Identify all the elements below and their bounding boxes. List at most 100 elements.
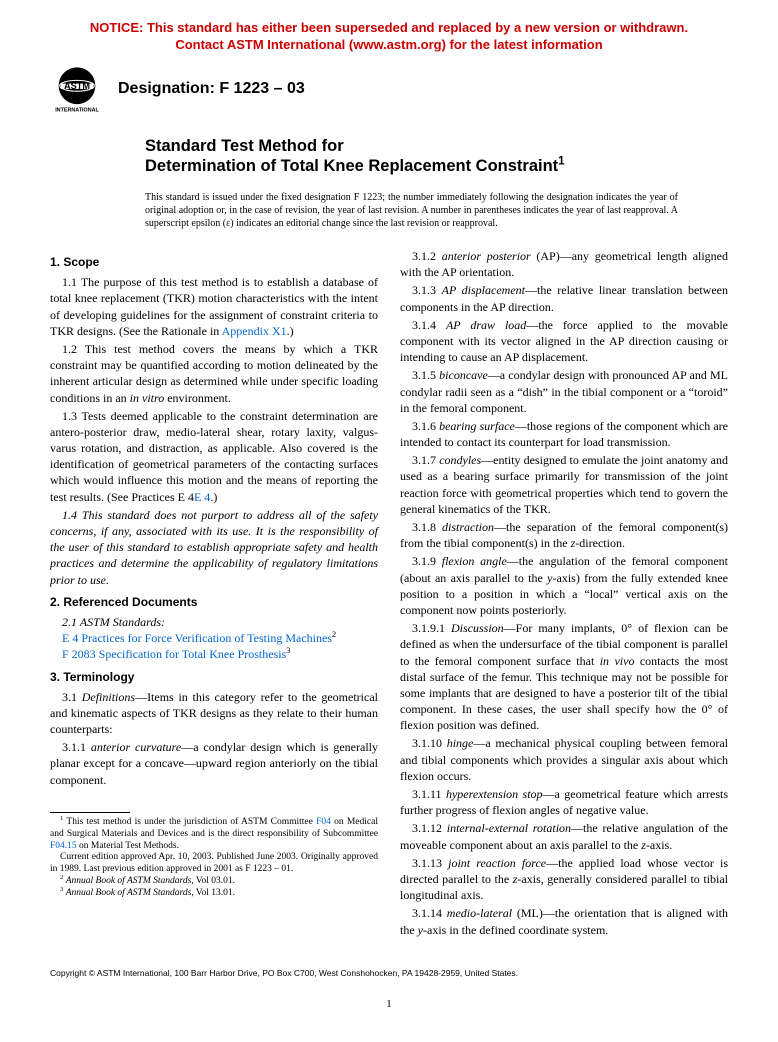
italic: hyperextension stop — [446, 787, 543, 801]
title-sup: 1 — [558, 156, 564, 168]
text: -direction. — [575, 536, 625, 550]
para-1-3: 1.3 Tests deemed applicable to the const… — [50, 408, 378, 505]
text: 3.1.1 — [62, 740, 91, 754]
scope-heading: 1. Scope — [50, 254, 378, 270]
italic: internal-external rotation — [447, 821, 571, 835]
para-1-2: 1.2 This test method covers the means by… — [50, 341, 378, 406]
refs-sub: 2.1 ASTM Standards: — [50, 614, 378, 630]
para-3-1-1: 3.1.1 anterior curvature—a condylar desi… — [50, 739, 378, 788]
text: 3.1.4 — [412, 318, 446, 332]
link-f04[interactable]: F04 — [316, 817, 331, 827]
italic: Definitions — [82, 690, 135, 704]
para-3-1-9: 3.1.9 flexion angle—the angulation of th… — [400, 553, 728, 618]
ref-e4[interactable]: E 4 Practices for Force Verification of … — [62, 630, 378, 646]
para-3-1-12: 3.1.12 internal-external rotation—the re… — [400, 820, 728, 852]
para-3-1-3: 3.1.3 AP displacement—the relative linea… — [400, 282, 728, 314]
text: 3.1.9 — [412, 554, 442, 568]
para-3-1-10: 3.1.10 hinge—a mechanical physical coupl… — [400, 735, 728, 784]
footnote-rule — [50, 812, 130, 813]
title-block: Standard Test Method for Determination o… — [145, 136, 728, 177]
footnote-1: 1 This test method is under the jurisdic… — [50, 817, 378, 853]
italic: medio-lateral — [447, 906, 512, 920]
text: 1.1 The purpose of this test method is t… — [50, 275, 378, 338]
notice-line-2: Contact ASTM International (www.astm.org… — [175, 37, 602, 52]
para-3-1: 3.1 Definitions—Items in this category r… — [50, 689, 378, 738]
italic: Annual Book of ASTM Standards — [66, 876, 192, 886]
text: 3.1.14 — [412, 906, 447, 920]
text: 3.1.10 — [412, 736, 447, 750]
page-number: 1 — [50, 997, 728, 1012]
link-e4[interactable]: E 4 — [194, 490, 210, 504]
italic: AP displacement — [442, 283, 525, 297]
italic: Discussion — [451, 621, 504, 635]
italic: in vitro — [130, 391, 165, 405]
footnotes: 1 This test method is under the jurisdic… — [50, 806, 378, 900]
text: on Material Test Methods. — [77, 841, 179, 851]
para-3-1-4: 3.1.4 AP draw load—the force applied to … — [400, 317, 728, 366]
designation: Designation: F 1223 – 03 — [118, 78, 305, 100]
two-column-body: 1. Scope 1.1 The purpose of this test me… — [50, 248, 728, 940]
text: .) — [287, 324, 294, 338]
para-1-4: 1.4 This standard does not purport to ad… — [50, 507, 378, 588]
notice-line-1: NOTICE: This standard has either been su… — [90, 20, 688, 35]
italic: distraction — [442, 520, 494, 534]
para-3-1-11: 3.1.11 hyperextension stop—a geometrical… — [400, 786, 728, 818]
issuance-note: This standard is issued under the fixed … — [145, 191, 678, 230]
link-appendix-x1[interactable]: Appendix X1 — [222, 324, 287, 338]
text: 3.1.2 — [412, 249, 442, 263]
copyright: Copyright © ASTM International, 100 Barr… — [50, 968, 728, 979]
ref-text: F 2083 Specification for Total Knee Pros… — [62, 647, 286, 661]
para-3-1-2: 3.1.2 anterior posterior (AP)—any geomet… — [400, 248, 728, 280]
text: .) — [210, 490, 217, 504]
right-column: 3.1.2 anterior posterior (AP)—any geomet… — [400, 248, 728, 940]
footnote-3: 3 Annual Book of ASTM Standards, Vol 13.… — [50, 888, 378, 900]
italic: anterior posterior — [442, 249, 531, 263]
italic: AP draw load — [446, 318, 526, 332]
text: -axis. — [646, 838, 672, 852]
italic: biconcave — [439, 368, 488, 382]
link-f0415[interactable]: F04.15 — [50, 841, 77, 851]
italic: bearing surface — [439, 419, 515, 433]
italic: in vivo — [600, 654, 635, 668]
text: 3.1.9.1 — [412, 621, 451, 635]
title-main-text: Determination of Total Knee Replacement … — [145, 157, 558, 175]
text: 3.1.5 — [412, 368, 439, 382]
astm-logo-icon: ASTM INTERNATIONAL — [50, 62, 104, 116]
text: 3.1.11 — [412, 787, 446, 801]
ref-text: E 4 Practices for Force Verification of … — [62, 631, 332, 645]
italic: joint reaction force — [448, 856, 546, 870]
para-3-1-13: 3.1.13 joint reaction force—the applied … — [400, 855, 728, 904]
svg-text:ASTM: ASTM — [64, 81, 90, 91]
svg-text:INTERNATIONAL: INTERNATIONAL — [55, 107, 99, 113]
italic: condyles — [439, 453, 481, 467]
para-1-1: 1.1 The purpose of this test method is t… — [50, 274, 378, 339]
text: 3.1.12 — [412, 821, 447, 835]
ref-f2083[interactable]: F 2083 Specification for Total Knee Pros… — [62, 646, 378, 662]
left-column: 1. Scope 1.1 The purpose of this test me… — [50, 248, 378, 940]
text: 3.1.8 — [412, 520, 442, 534]
refs-heading: 2. Referenced Documents — [50, 594, 378, 610]
title-pre: Standard Test Method for — [145, 136, 728, 157]
title-main: Determination of Total Knee Replacement … — [145, 156, 728, 177]
footnote-1b: Current edition approved Apr. 10, 2003. … — [50, 852, 378, 876]
para-3-1-7: 3.1.7 condyles—entity designed to emulat… — [400, 452, 728, 517]
text: , Vol 13.01. — [191, 888, 235, 898]
text: 3.1.6 — [412, 419, 439, 433]
italic: anterior curvature — [91, 740, 181, 754]
text: -axis in the defined coordinate system. — [423, 923, 608, 937]
ref-sup: 3 — [286, 646, 290, 655]
text: , Vol 03.01. — [191, 876, 235, 886]
text: 3.1.13 — [412, 856, 448, 870]
italic: flexion angle — [442, 554, 507, 568]
text: environment. — [164, 391, 231, 405]
footnote-2: 2 Annual Book of ASTM Standards, Vol 03.… — [50, 876, 378, 888]
text: 3.1.7 — [412, 453, 439, 467]
italic: Annual Book of ASTM Standards — [66, 888, 192, 898]
ref-sup: 2 — [332, 630, 336, 639]
para-3-1-14: 3.1.14 medio-lateral (ML)—the orientatio… — [400, 905, 728, 937]
page: NOTICE: This standard has either been su… — [0, 0, 778, 1042]
para-3-1-5: 3.1.5 biconcave—a condylar design with p… — [400, 367, 728, 416]
text: This test method is under the jurisdicti… — [63, 817, 316, 827]
para-3-1-8: 3.1.8 distraction—the separation of the … — [400, 519, 728, 551]
header-row: ASTM INTERNATIONAL Designation: F 1223 –… — [50, 62, 728, 116]
